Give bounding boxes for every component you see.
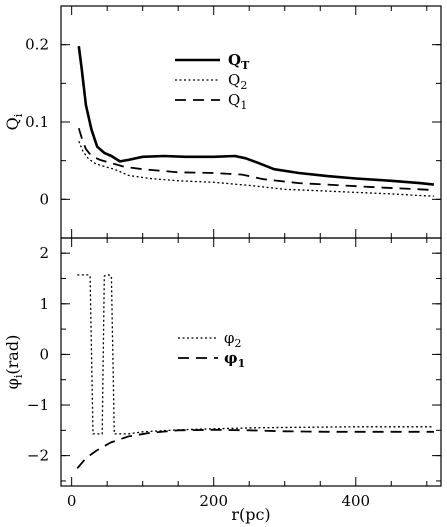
series-line-1	[76, 428, 434, 469]
top-ytick-label: 0.1	[25, 113, 49, 131]
bottom-xtick-label: 400	[341, 492, 370, 510]
bottom-series-group	[76, 274, 434, 469]
series-line-2	[77, 274, 434, 435]
series-line-q1	[77, 127, 434, 191]
top-series-group	[77, 46, 435, 197]
bottom-y-axis-title: φi(rad)	[3, 335, 25, 390]
bottom-ytick-label: −2	[27, 447, 49, 465]
legend-label: φ1	[224, 349, 245, 370]
bottom-ytick-label: 0	[39, 345, 49, 363]
legend-label: QT	[228, 51, 250, 72]
series-line-q2	[78, 141, 434, 197]
bottom-ytick-label: 2	[39, 244, 49, 262]
bottom-panel-frame	[60, 237, 442, 487]
bottom-xtick-label: 200	[199, 492, 228, 510]
x-axis-title: r(pc)	[231, 505, 270, 524]
legend-label: Q1	[228, 91, 247, 112]
bottom-xtick-label: 0	[67, 492, 77, 510]
bottom-ytick-label: 1	[39, 295, 49, 313]
top-ytick-label: 0.2	[25, 36, 49, 54]
legend-label: φ2	[224, 329, 242, 350]
bottom-ticks: 0 200 400 −2 −1 0 1 2	[27, 238, 441, 510]
top-y-axis-title: Qi	[3, 113, 25, 130]
series-line-qt	[77, 46, 435, 186]
bottom-ytick-label: −1	[27, 396, 49, 414]
top-panel-frame	[60, 5, 442, 239]
legend-label: Q2	[228, 71, 247, 92]
top-ticks: 0 0.1 0.2	[25, 5, 441, 239]
top-ytick-label: 0	[39, 190, 49, 208]
